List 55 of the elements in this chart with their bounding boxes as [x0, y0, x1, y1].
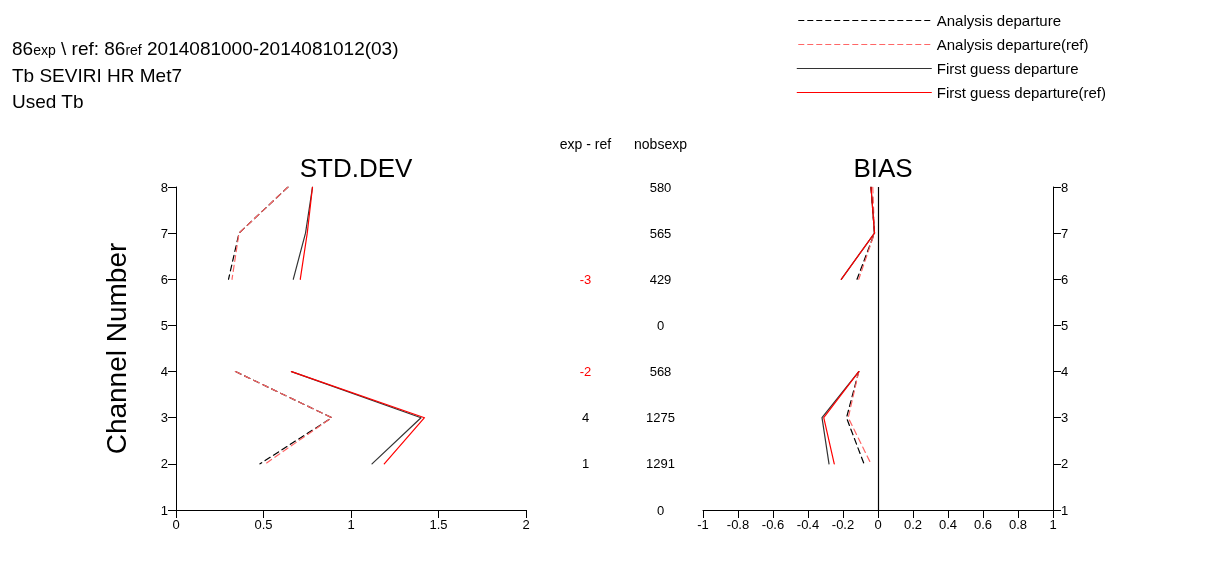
x-tick-label: 0.2 [903, 517, 923, 532]
x-tick-label: -0.4 [796, 517, 820, 532]
legend-label: Analysis departure [936, 12, 1062, 29]
y-tick-label: 6 [1061, 271, 1069, 287]
y-tick-label: 4 [160, 364, 168, 380]
data-label: 580 [649, 179, 672, 195]
legend-label: Analysis departure(ref) [936, 36, 1089, 53]
y-tick-label: 7 [1061, 225, 1069, 241]
y-tick-label: 5 [1061, 317, 1069, 333]
data-label: 0 [656, 317, 665, 333]
chart-title: BIAS [853, 153, 913, 183]
data-label: 1275 [646, 410, 675, 426]
y-tick-label: 7 [160, 225, 168, 241]
data-label: -3 [579, 271, 592, 287]
data-label: 0 [656, 502, 665, 518]
y-tick-label: 3 [160, 410, 168, 426]
y-tick-label: 2 [160, 456, 168, 472]
x-tick-label: -0.6 [761, 517, 785, 532]
text: Tb SEVIRI HR Met7 [12, 64, 183, 88]
data-label: 565 [649, 225, 672, 241]
data-label: 568 [649, 364, 672, 380]
chart-title: STD.DEV [299, 153, 413, 183]
data-label: -2 [579, 364, 592, 380]
y-tick-label: 1 [1061, 502, 1069, 518]
text: First guess departure [936, 60, 1079, 77]
y-axis-title: Channel Number [100, 242, 132, 455]
y-tick-label: 8 [1061, 179, 1069, 195]
y-tick-label: 1 [160, 502, 168, 518]
x-tick-label: -0.8 [726, 517, 750, 532]
x-tick-label: 0.6 [973, 517, 993, 532]
data-label: 429 [649, 271, 672, 287]
x-tick-label: exp - ref [559, 135, 612, 152]
y-tick-label: 5 [160, 317, 168, 333]
text: Used Tb [12, 90, 85, 114]
y-tick-label: 8 [160, 179, 168, 195]
y-tick-label: 4 [1061, 364, 1069, 380]
x-tick-label: 0 [874, 517, 882, 532]
x-tick-label: 0.8 [1008, 517, 1028, 532]
y-tick-label: 6 [160, 271, 168, 287]
x-tick-label: 2 [522, 517, 530, 532]
data-label: 1 [581, 456, 590, 472]
x-tick-label: 0 [172, 517, 180, 532]
x-tick-label: 1 [1049, 517, 1057, 532]
y-tick-label: 3 [1061, 410, 1069, 426]
x-tick-label: 0.5 [254, 517, 273, 532]
x-tick-label: 1 [347, 517, 355, 532]
y-tick-label: 2 [1061, 456, 1069, 472]
data-label: 4 [581, 410, 590, 426]
x-tick-label: -1 [697, 517, 709, 532]
x-tick-label: -0.2 [831, 517, 855, 532]
x-tick-label: nobsexp [634, 135, 688, 152]
x-tick-label: 0.4 [938, 517, 958, 532]
x-tick-label: 1.5 [429, 517, 448, 532]
data-label: 1291 [646, 456, 675, 472]
text: First guess departure(ref) [936, 84, 1107, 101]
